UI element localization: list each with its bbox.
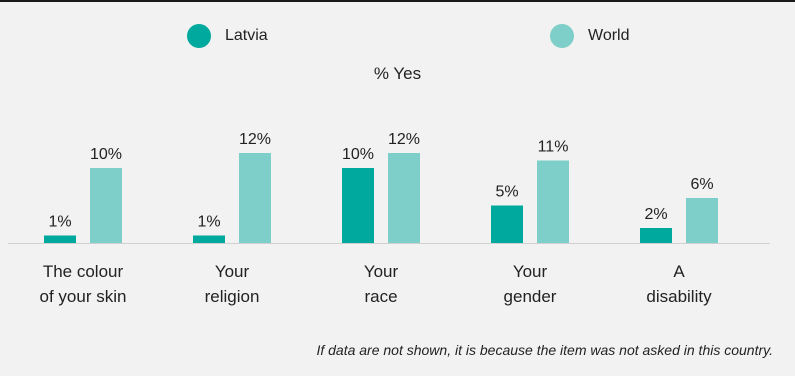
bar-latvia-2 (342, 168, 374, 243)
data-label-world-4: 6% (690, 176, 713, 193)
legend-item-world: World (550, 24, 630, 48)
category-label-3-line-0: Your (513, 262, 548, 281)
bar-latvia-3 (491, 205, 523, 243)
category-label-4-line-0: A (673, 262, 685, 281)
data-label-world-2: 12% (388, 131, 420, 148)
category-label-1-line-1: religion (205, 287, 260, 306)
category-label-2-line-1: race (364, 287, 397, 306)
category-label-1-line-0: Your (215, 262, 250, 281)
category-label-2-line-0: Your (364, 262, 399, 281)
data-label-latvia-1: 1% (197, 214, 220, 231)
data-label-world-1: 12% (239, 131, 271, 148)
data-label-latvia-2: 10% (342, 146, 374, 163)
legend-label-world: World (588, 27, 630, 44)
footnote: If data are not shown, it is because the… (316, 342, 773, 358)
category-label-3-line-1: gender (504, 287, 557, 306)
bar-latvia-4 (640, 228, 672, 243)
bar-world-1 (239, 153, 271, 243)
category-label-0-line-1: of your skin (40, 287, 127, 306)
bar-world-4 (686, 198, 718, 243)
data-label-latvia-4: 2% (644, 206, 667, 223)
bar-world-0 (90, 168, 122, 243)
legend-swatch-world (550, 24, 574, 48)
bar-world-3 (537, 160, 569, 243)
legend-swatch-latvia (187, 24, 211, 48)
category-label-0-line-0: The colour (43, 262, 124, 281)
bar-latvia-0 (44, 235, 76, 243)
bar-world-2 (388, 153, 420, 243)
data-label-latvia-0: 1% (48, 214, 71, 231)
data-label-world-0: 10% (90, 146, 122, 163)
data-label-world-3: 11% (538, 139, 569, 156)
data-label-latvia-3: 5% (495, 184, 518, 201)
legend-item-latvia: Latvia (187, 24, 268, 48)
legend-label-latvia: Latvia (225, 27, 268, 44)
bar-latvia-1 (193, 235, 225, 243)
category-label-4-line-1: disability (646, 287, 712, 306)
chart-subtitle: % Yes (373, 64, 422, 83)
